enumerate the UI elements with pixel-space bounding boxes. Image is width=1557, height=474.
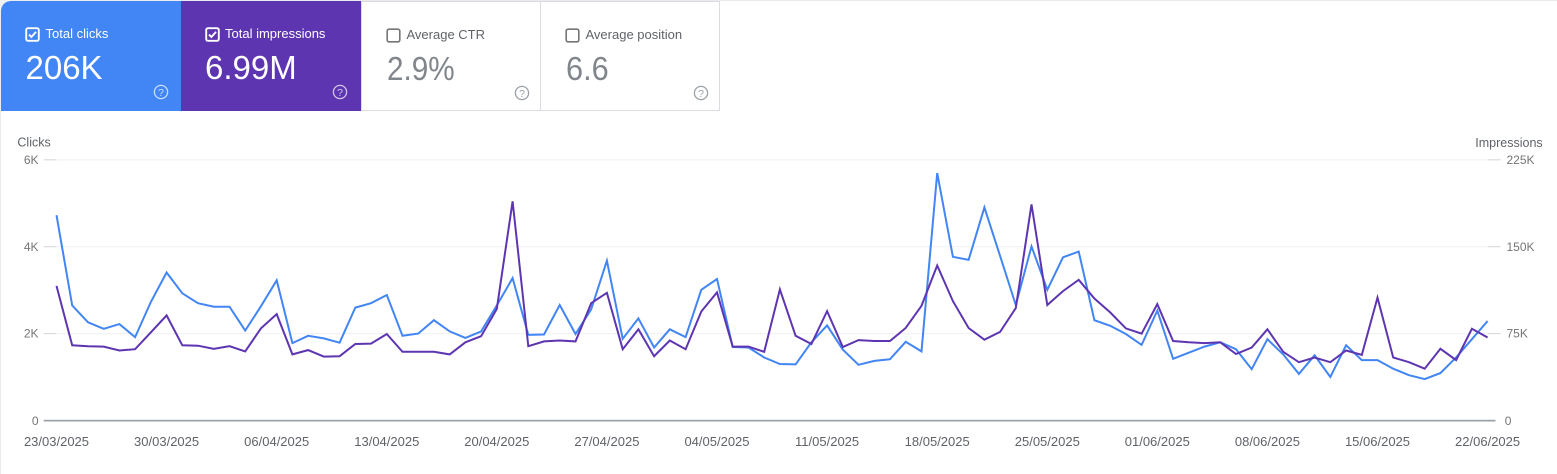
svg-text:4K: 4K [24,240,39,254]
svg-text:Impressions: Impressions [1475,136,1542,150]
svg-text:75K: 75K [1507,327,1528,341]
svg-text:11/05/2025: 11/05/2025 [795,434,859,449]
svg-text:18/05/2025: 18/05/2025 [905,434,970,449]
svg-text:?: ? [519,87,525,99]
svg-text:04/05/2025: 04/05/2025 [684,434,749,449]
svg-text:?: ? [337,86,343,98]
svg-text:13/04/2025: 13/04/2025 [354,434,419,449]
svg-text:6K: 6K [24,153,39,167]
svg-text:27/04/2025: 27/04/2025 [574,434,639,449]
svg-text:22/06/2025: 22/06/2025 [1455,434,1520,449]
svg-text:25/05/2025: 25/05/2025 [1015,434,1080,449]
svg-text:30/03/2025: 30/03/2025 [134,434,199,449]
svg-text:225K: 225K [1507,153,1535,167]
svg-text:?: ? [698,87,704,99]
svg-text:150K: 150K [1507,240,1535,254]
svg-text:Clicks: Clicks [17,136,50,150]
svg-text:20/04/2025: 20/04/2025 [464,434,529,449]
svg-text:?: ? [158,86,164,98]
svg-text:0: 0 [32,414,39,428]
svg-text:23/03/2025: 23/03/2025 [24,434,89,449]
svg-text:01/06/2025: 01/06/2025 [1125,434,1190,449]
svg-text:15/06/2025: 15/06/2025 [1345,434,1410,449]
svg-text:0: 0 [1505,414,1512,428]
svg-text:2K: 2K [24,327,39,341]
svg-text:06/04/2025: 06/04/2025 [244,434,309,449]
svg-text:08/06/2025: 08/06/2025 [1235,434,1300,449]
